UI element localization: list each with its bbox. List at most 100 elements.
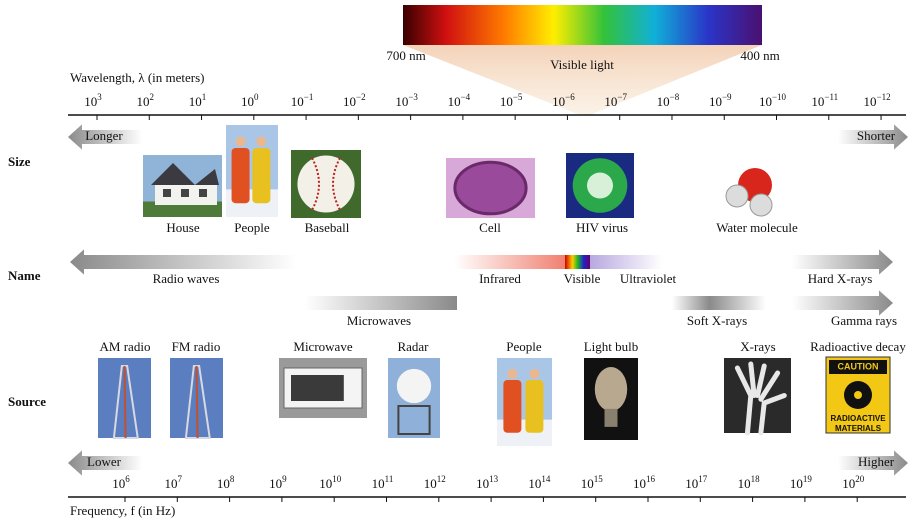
tick-label: 107 (165, 474, 183, 491)
body (525, 380, 544, 433)
tick-exponent: −6 (565, 92, 575, 102)
tick-base: 10 (476, 476, 489, 491)
tick-exponent: −2 (356, 92, 366, 102)
tick-exponent: −7 (617, 92, 627, 102)
tick-exponent: 7 (178, 474, 183, 484)
tower-mast (195, 365, 199, 439)
tick-base: 10 (552, 94, 565, 109)
tick-exponent: 18 (751, 474, 761, 484)
door (291, 375, 344, 401)
glass (594, 367, 628, 412)
light-bulb-photo (584, 358, 638, 440)
roof (151, 163, 219, 185)
tower-mast (123, 365, 127, 439)
water-molecule (725, 168, 773, 217)
base (397, 405, 431, 435)
tick-label: 1019 (790, 474, 813, 491)
gamma-band (792, 290, 893, 316)
microwave-band (305, 296, 457, 310)
label: Shorter (857, 128, 896, 143)
spectrum-title: Visible light (550, 57, 614, 72)
tick-base: 10 (189, 94, 202, 109)
wavelength-axis-title: Wavelength, λ (in meters) (70, 70, 205, 85)
cell-photo (446, 158, 535, 218)
label: Higher (858, 454, 895, 469)
visible-spectrum-bar (403, 5, 762, 45)
tick-exponent: −11 (824, 92, 838, 102)
tick-exponent: 0 (254, 92, 259, 102)
label: Light bulb (584, 339, 639, 354)
tick-base: 10 (581, 476, 594, 491)
hard-xray-band (792, 249, 893, 275)
sign-line: MATERIALS (835, 424, 882, 433)
tick-base: 10 (790, 476, 803, 491)
tick-base: 10 (738, 476, 751, 491)
sign-header: CAUTION (838, 361, 879, 371)
tick-label: 1017 (685, 474, 708, 491)
stitch (332, 157, 341, 211)
tick-label: 10−5 (500, 92, 523, 109)
tick-label: 10−12 (864, 92, 891, 109)
hand (734, 361, 787, 436)
tick-base: 10 (811, 94, 824, 109)
tick-label: 106 (112, 474, 130, 491)
tick-label: 10−11 (811, 92, 838, 109)
tick-base: 10 (241, 94, 254, 109)
tick-base: 10 (372, 476, 385, 491)
label: Lower (87, 454, 122, 469)
label: Cell (479, 220, 501, 235)
tick-exponent: −10 (772, 92, 787, 102)
tick-exponent: 8 (230, 474, 235, 484)
tick-exponent: 10 (332, 474, 342, 484)
radar-photo (388, 358, 440, 438)
tick-exponent: 12 (437, 474, 446, 484)
tick-exponent: −4 (461, 92, 471, 102)
label: AM radio (100, 339, 151, 354)
label: People (234, 220, 270, 235)
tick-base: 10 (842, 476, 855, 491)
stitch (311, 157, 320, 211)
window (199, 189, 207, 197)
people-photo (497, 358, 552, 446)
tick-exponent: 2 (150, 92, 155, 102)
label: House (166, 220, 199, 235)
tick-base: 10 (448, 94, 461, 109)
tick-base: 10 (217, 476, 230, 491)
lawn (143, 201, 222, 217)
hiv-photo (566, 153, 634, 218)
head (507, 368, 518, 379)
label: Visible (564, 271, 601, 286)
label: People (506, 339, 542, 354)
tick-base: 10 (112, 476, 125, 491)
tick-exponent: 6 (125, 474, 130, 484)
header (829, 360, 887, 374)
tick-exponent: 19 (803, 474, 813, 484)
head (529, 368, 540, 379)
label: X-rays (740, 339, 775, 354)
label: Radio waves (153, 271, 220, 286)
baseball-photo (291, 150, 361, 218)
window (181, 189, 189, 197)
tick-exponent: 15 (594, 474, 604, 484)
tick-exponent: 1 (202, 92, 207, 102)
tick-label: 1012 (424, 474, 446, 491)
tick-label: 109 (269, 474, 287, 491)
tick-exponent: 3 (97, 92, 102, 102)
spectrum-long-label: 700 nm (386, 48, 425, 63)
dome (396, 368, 432, 404)
tick-label: 1015 (581, 474, 604, 491)
tick-label: 10−10 (759, 92, 787, 109)
tower-photo (98, 358, 151, 439)
tick-exponent: 17 (698, 474, 708, 484)
tick-base: 10 (424, 476, 437, 491)
infrared-band (455, 255, 565, 269)
hydrogen (725, 184, 749, 208)
ball (297, 155, 355, 213)
label: Hard X-rays (808, 271, 873, 286)
label: Water molecule (716, 220, 798, 235)
spectrum-short-label: 400 nm (740, 48, 779, 63)
tick-label: 1020 (842, 474, 865, 491)
tick-base: 10 (291, 94, 304, 109)
tick-base: 10 (528, 476, 541, 491)
